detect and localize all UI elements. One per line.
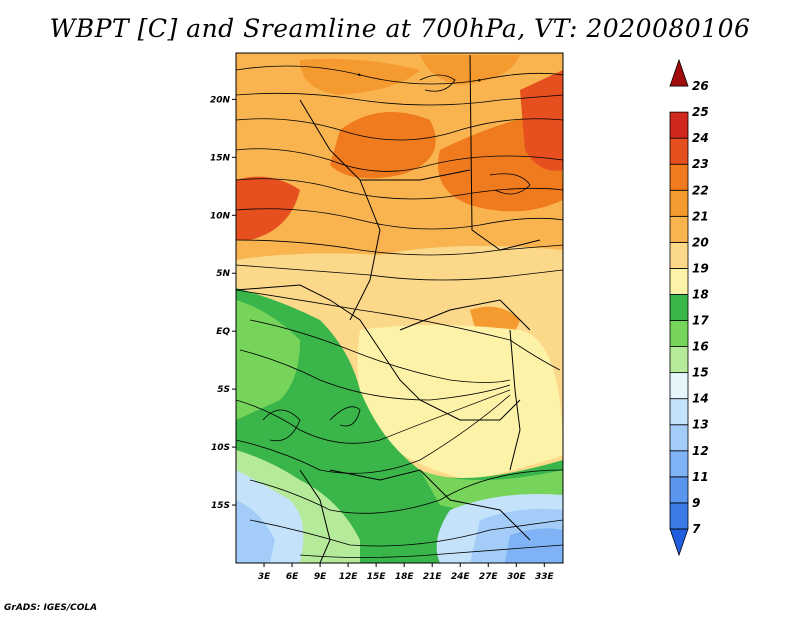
colorbar-swatch bbox=[669, 215, 689, 243]
colorbar-label: 23 bbox=[692, 157, 709, 171]
colorbar-swatch bbox=[669, 268, 689, 295]
colorbar-swatch bbox=[669, 372, 689, 400]
colorbar-label: 12 bbox=[692, 444, 709, 458]
lon-tick-label: 15E bbox=[367, 572, 387, 582]
colorbar-swatch bbox=[669, 346, 689, 374]
colorbar-label: 25 bbox=[692, 105, 709, 119]
wbpt-field bbox=[236, 53, 563, 563]
colorbar-label: 19 bbox=[692, 261, 709, 275]
colorbar-label: 20 bbox=[692, 235, 709, 249]
colorbar-swatch bbox=[669, 294, 689, 321]
lon-tick-label: 3E bbox=[258, 572, 271, 582]
colorbar-swatch bbox=[669, 137, 689, 165]
colorbar-label: 17 bbox=[692, 314, 709, 328]
colorbar-swatch bbox=[669, 502, 689, 530]
colorbar-swatch bbox=[669, 424, 689, 452]
colorbar-label: 11 bbox=[692, 470, 709, 484]
lat-tick-label: 10S bbox=[211, 443, 230, 453]
colorbar-swatch bbox=[669, 111, 689, 139]
colorbar-label: 16 bbox=[692, 340, 709, 354]
lon-tick-label: 33E bbox=[535, 572, 555, 582]
colorbar-swatch bbox=[669, 241, 689, 269]
colorbar-label: 22 bbox=[692, 183, 709, 197]
grads-credit: GrADS: IGES/COLA bbox=[4, 603, 98, 613]
colorbar-swatch bbox=[669, 189, 689, 217]
streamlines bbox=[236, 65, 563, 558]
colorbar-label: 21 bbox=[692, 209, 709, 223]
latitude-axis: 20N 15N 10N 5N EQ 5S 10S 15S bbox=[210, 95, 236, 511]
colorbar-swatch bbox=[669, 320, 689, 347]
colorbar-swatch bbox=[669, 398, 689, 426]
colorbar-label: 13 bbox=[692, 418, 709, 432]
colorbar-label: 24 bbox=[692, 131, 709, 145]
lat-tick-label: 20N bbox=[210, 95, 231, 105]
longitude-axis: 3E 6E 9E 12E 15E 18E 21E 24E 27E 30E 33E bbox=[258, 563, 555, 582]
lat-tick-label: 15N bbox=[210, 153, 231, 163]
colorbar-min-arrow bbox=[669, 528, 689, 557]
lon-tick-label: 18E bbox=[395, 572, 415, 582]
colorbar-label: 26 bbox=[692, 79, 709, 93]
lon-tick-label: 24E bbox=[451, 572, 471, 582]
colorbar-swatch bbox=[669, 450, 689, 478]
colorbar-label: 18 bbox=[692, 287, 709, 301]
lon-tick-label: 12E bbox=[339, 572, 359, 582]
lat-tick-label: 15S bbox=[211, 501, 230, 511]
colorbar-max-arrow bbox=[669, 58, 689, 87]
lon-tick-label: 9E bbox=[314, 572, 327, 582]
colorbar-label: 9 bbox=[692, 496, 700, 510]
lat-tick-label: 10N bbox=[210, 211, 231, 221]
lat-tick-label: EQ bbox=[216, 327, 230, 337]
lon-tick-label: 30E bbox=[507, 572, 527, 582]
chart-title: WBPT [C] and Sreamline at 700hPa, VT: 20… bbox=[49, 14, 751, 43]
lon-tick-label: 6E bbox=[286, 572, 299, 582]
map-frame bbox=[235, 52, 564, 564]
lon-tick-label: 27E bbox=[479, 572, 499, 582]
lon-tick-label: 21E bbox=[423, 572, 443, 582]
colorbar-label: 15 bbox=[692, 366, 709, 380]
colorbar-swatch bbox=[669, 476, 689, 504]
colorbar: 7 9 11 12 13 14 15 16 17 18 19 20 21 22 23 24 25 26 bbox=[669, 58, 709, 557]
country-borders bbox=[236, 54, 541, 563]
colorbar-swatch bbox=[669, 163, 689, 191]
colorbar-label: 14 bbox=[692, 392, 709, 406]
lat-tick-label: 5N bbox=[216, 269, 230, 279]
lat-tick-label: 5S bbox=[217, 385, 230, 395]
colorbar-label: 7 bbox=[692, 522, 701, 536]
